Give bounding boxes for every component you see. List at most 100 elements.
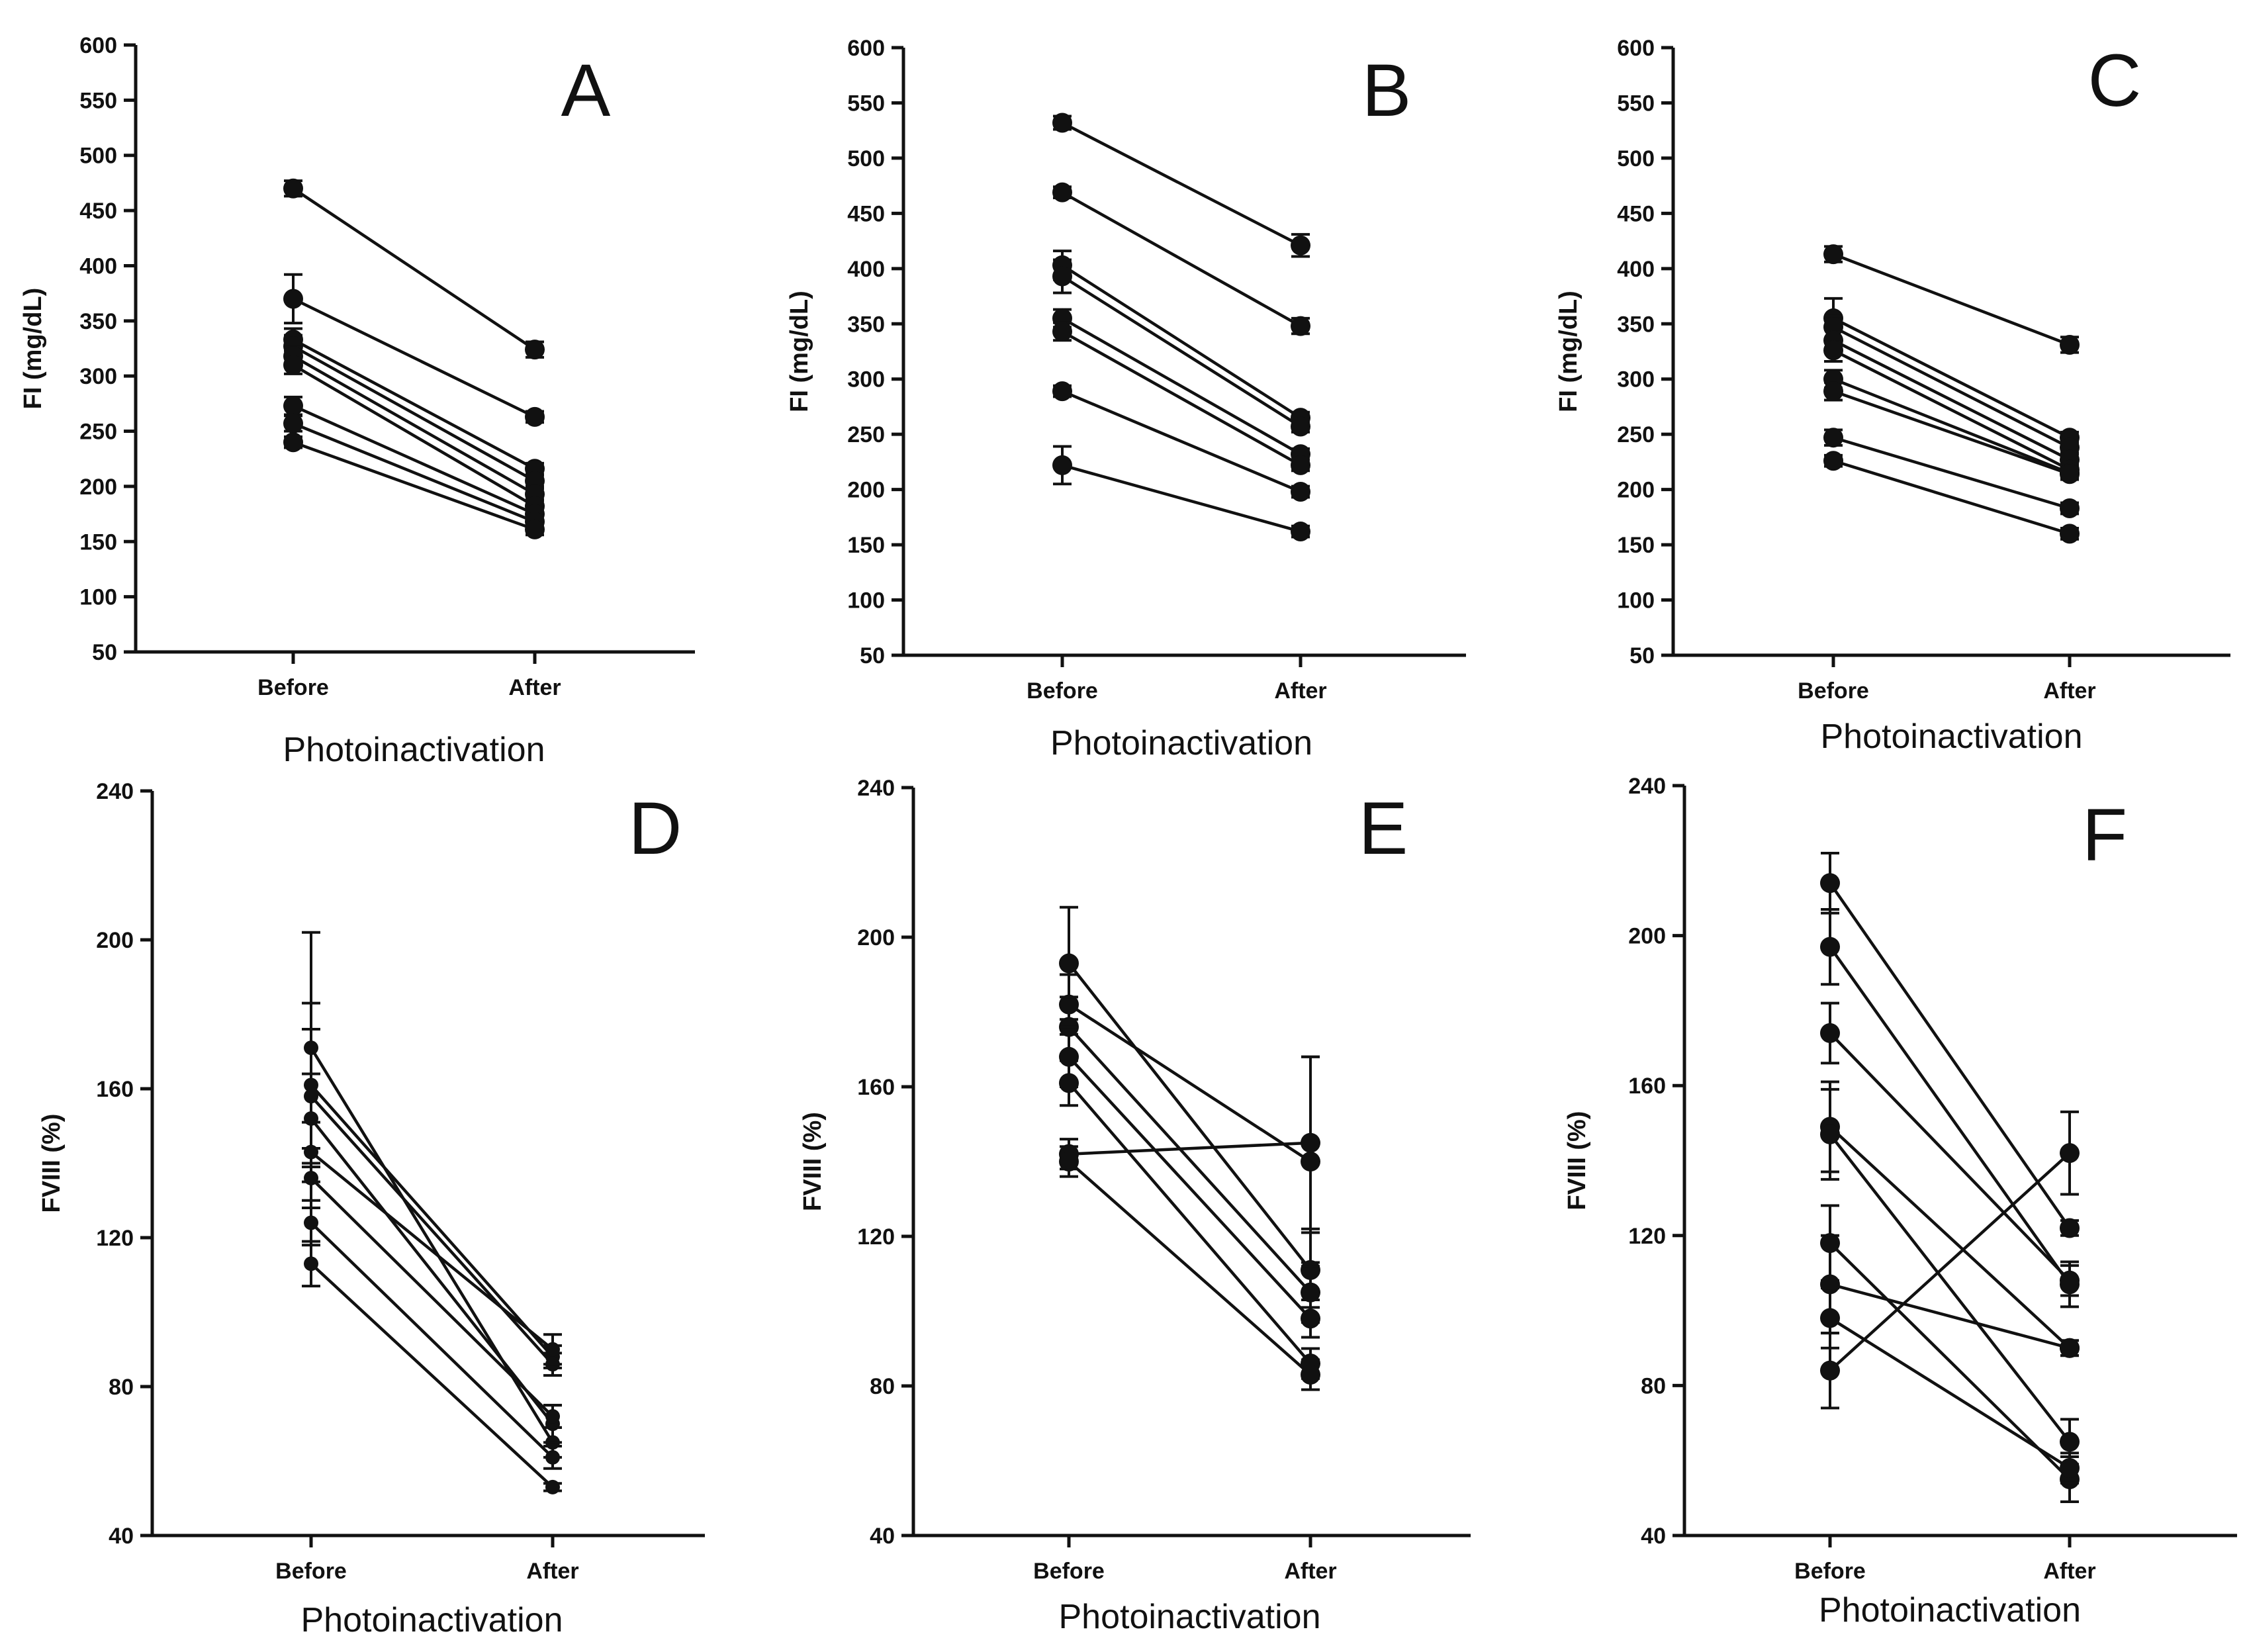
panel-f: 40 80 120 160 200 240 Before After FVIII (%) Phot… [1563, 774, 2237, 1629]
data-point [2060, 464, 2080, 484]
series-line [310, 1150, 554, 1351]
y-tick-label: 250 [79, 420, 117, 445]
series-2 [1820, 907, 2080, 1308]
x-tick-label: Before [275, 1559, 347, 1584]
data-point [1823, 428, 1843, 448]
x-tick-label: Before [257, 675, 329, 700]
y-tick-label: 550 [1617, 91, 1655, 116]
data-point [283, 178, 303, 199]
y-tick-label: 200 [847, 478, 885, 503]
series-line [310, 1095, 554, 1365]
data-point [545, 1479, 560, 1494]
x-axis-label: Photoinactivation [1819, 1591, 2081, 1629]
y-tick-label: 550 [79, 88, 117, 113]
series-4 [1059, 1025, 1320, 1339]
y-tick-label: 500 [1617, 146, 1655, 171]
series-line [1833, 436, 2070, 510]
data-point [304, 1215, 318, 1230]
y-tick-label: 600 [79, 33, 117, 58]
y-tick-label: 120 [96, 1226, 134, 1251]
x-tick-label: Before [1027, 678, 1098, 704]
data-point [2060, 1432, 2080, 1452]
y-tick-label: 240 [96, 779, 134, 804]
y-tick-label: 80 [870, 1374, 895, 1399]
y-axis-label: FI (mg/dL) [19, 288, 47, 410]
series-4 [1823, 328, 2080, 470]
series-line [1829, 1316, 2071, 1469]
series-line [1061, 275, 1302, 428]
series-line [1829, 1133, 2071, 1443]
data-point [2060, 334, 2080, 355]
panel-letter: D [629, 787, 682, 870]
data-point [1820, 1023, 1840, 1043]
series-line [1062, 390, 1301, 494]
series-line [310, 1117, 554, 1425]
series-line [1061, 263, 1302, 420]
y-tick-label: 150 [79, 529, 117, 555]
series-line [1061, 316, 1302, 456]
data-point [1301, 1308, 1320, 1329]
series-6 [302, 1147, 562, 1429]
panel-letter: C [2088, 39, 2142, 122]
y-tick-label: 200 [1628, 924, 1666, 949]
data-point [1823, 340, 1843, 361]
series-line [293, 441, 535, 531]
series-line [1068, 1026, 1312, 1294]
data-point [2060, 1338, 2080, 1358]
series-line [310, 1046, 554, 1444]
y-tick-label: 80 [1641, 1373, 1666, 1399]
y-tick-label: 100 [79, 585, 117, 610]
series-line [1829, 882, 2071, 1229]
series-line [292, 355, 536, 496]
y-tick-label: 200 [79, 475, 117, 500]
y-tick-label: 40 [109, 1524, 134, 1549]
series-2 [302, 1001, 562, 1369]
series-line [1833, 377, 2070, 475]
series-line [293, 297, 535, 418]
data-point [1052, 182, 1072, 203]
series-8 [283, 413, 545, 532]
y-tick-label: 550 [847, 91, 885, 116]
y-tick-label: 100 [847, 588, 885, 614]
data-point [304, 1256, 318, 1271]
y-axis-label: FI (mg/dL) [1555, 291, 1582, 412]
data-point [304, 1171, 318, 1185]
y-tick-label: 450 [847, 201, 885, 226]
y-tick-label: 600 [847, 36, 885, 61]
y-tick-label: 40 [870, 1524, 895, 1549]
y-tick-label: 160 [1628, 1074, 1666, 1099]
series-1 [1820, 851, 2080, 1238]
series-5 [1059, 1059, 1320, 1380]
series-line [1832, 349, 2071, 471]
series-line [292, 187, 536, 351]
panel-letter: B [1362, 49, 1412, 132]
x-tick-label: After [1274, 678, 1326, 704]
y-tick-label: 160 [96, 1077, 134, 1102]
y-tick-label: 500 [847, 146, 885, 171]
data-point [1052, 266, 1072, 287]
series-6 [1052, 321, 1310, 475]
x-axis-label: Photoinactivation [1050, 724, 1312, 762]
series-line [1829, 1152, 2071, 1372]
series-line [293, 422, 535, 524]
data-point [1301, 1365, 1320, 1385]
data-point [2060, 498, 2080, 519]
series-8 [1820, 1287, 2080, 1485]
data-point [545, 1409, 560, 1424]
series-line [310, 1083, 554, 1358]
series-line [1832, 316, 2071, 439]
x-tick-label: Before [1794, 1559, 1866, 1584]
data-point [545, 1342, 560, 1357]
panel-letter: E [1359, 787, 1408, 870]
x-axis-label: Photoinactivation [1820, 717, 2082, 756]
y-tick-label: 400 [79, 253, 117, 279]
panel-e: 40 80 120 160 200 240 Before After FVIII (%) Phot… [799, 776, 1471, 1636]
data-point [1291, 455, 1310, 475]
series-5 [1823, 338, 2080, 480]
y-tick-label: 250 [847, 422, 885, 447]
y-tick-label: 40 [1641, 1524, 1666, 1549]
data-point [1052, 321, 1072, 342]
series-line [310, 1262, 554, 1489]
y-tick-label: 300 [79, 364, 117, 389]
